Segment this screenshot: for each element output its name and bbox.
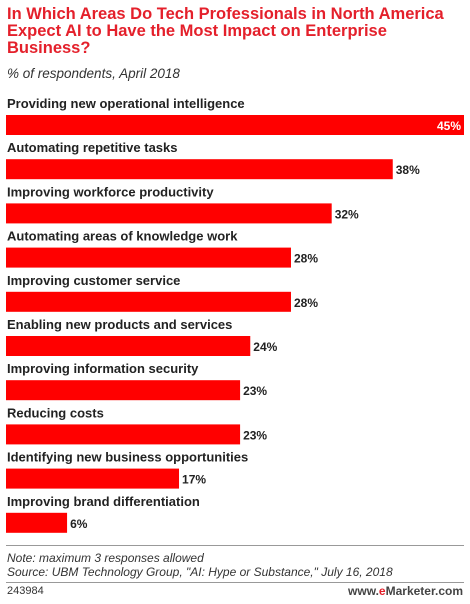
bar-chart: Providing new operational intelligence 45…	[6, 96, 464, 533]
category-label: Automating areas of knowledge work	[7, 229, 238, 244]
data-label: 23%	[243, 384, 267, 398]
footer-divider-bottom	[6, 582, 464, 583]
chart-title: In Which Areas Do Tech Professionals in …	[7, 5, 444, 57]
footer-row: 243984 www.eMarketer.com	[7, 584, 463, 598]
bar	[6, 468, 180, 489]
category-label: Providing new operational intelligence	[7, 96, 245, 111]
data-label: 23%	[243, 428, 267, 442]
data-label: 38%	[396, 163, 420, 177]
category-label: Improving brand differentiation	[7, 494, 200, 509]
bar	[6, 512, 68, 533]
bar	[6, 247, 291, 268]
bar	[6, 336, 251, 356]
data-label: 45%	[437, 119, 461, 133]
data-label: 17%	[182, 473, 206, 487]
data-label: 24%	[253, 340, 277, 354]
chart-subtitle: % of respondents, April 2018	[7, 66, 180, 81]
bar	[6, 380, 241, 401]
brand-logo[interactable]: www.eMarketer.com	[348, 584, 463, 598]
footer-divider	[6, 545, 464, 546]
data-label: 28%	[294, 252, 318, 266]
bar	[6, 424, 241, 445]
category-label: Reducing costs	[7, 405, 104, 420]
data-label: 32%	[335, 207, 359, 221]
bar	[6, 115, 464, 135]
category-label: Improving information security	[7, 361, 199, 376]
chart-id: 243984	[7, 585, 44, 597]
category-label: Enabling new products and services	[7, 317, 232, 332]
bar	[6, 159, 393, 180]
source-note: Source: UBM Technology Group, "AI: Hype …	[7, 565, 393, 579]
bar	[6, 291, 291, 312]
data-label: 6%	[70, 517, 88, 531]
category-label: Improving workforce productivity	[7, 184, 214, 199]
category-label: Automating repetitive tasks	[7, 140, 178, 155]
category-label: Improving customer service	[7, 273, 180, 288]
footnote: Note: maximum 3 responses allowed	[7, 551, 204, 565]
data-label: 28%	[294, 296, 318, 310]
category-label: Identifying new business opportunities	[7, 450, 248, 465]
bar	[6, 203, 332, 224]
